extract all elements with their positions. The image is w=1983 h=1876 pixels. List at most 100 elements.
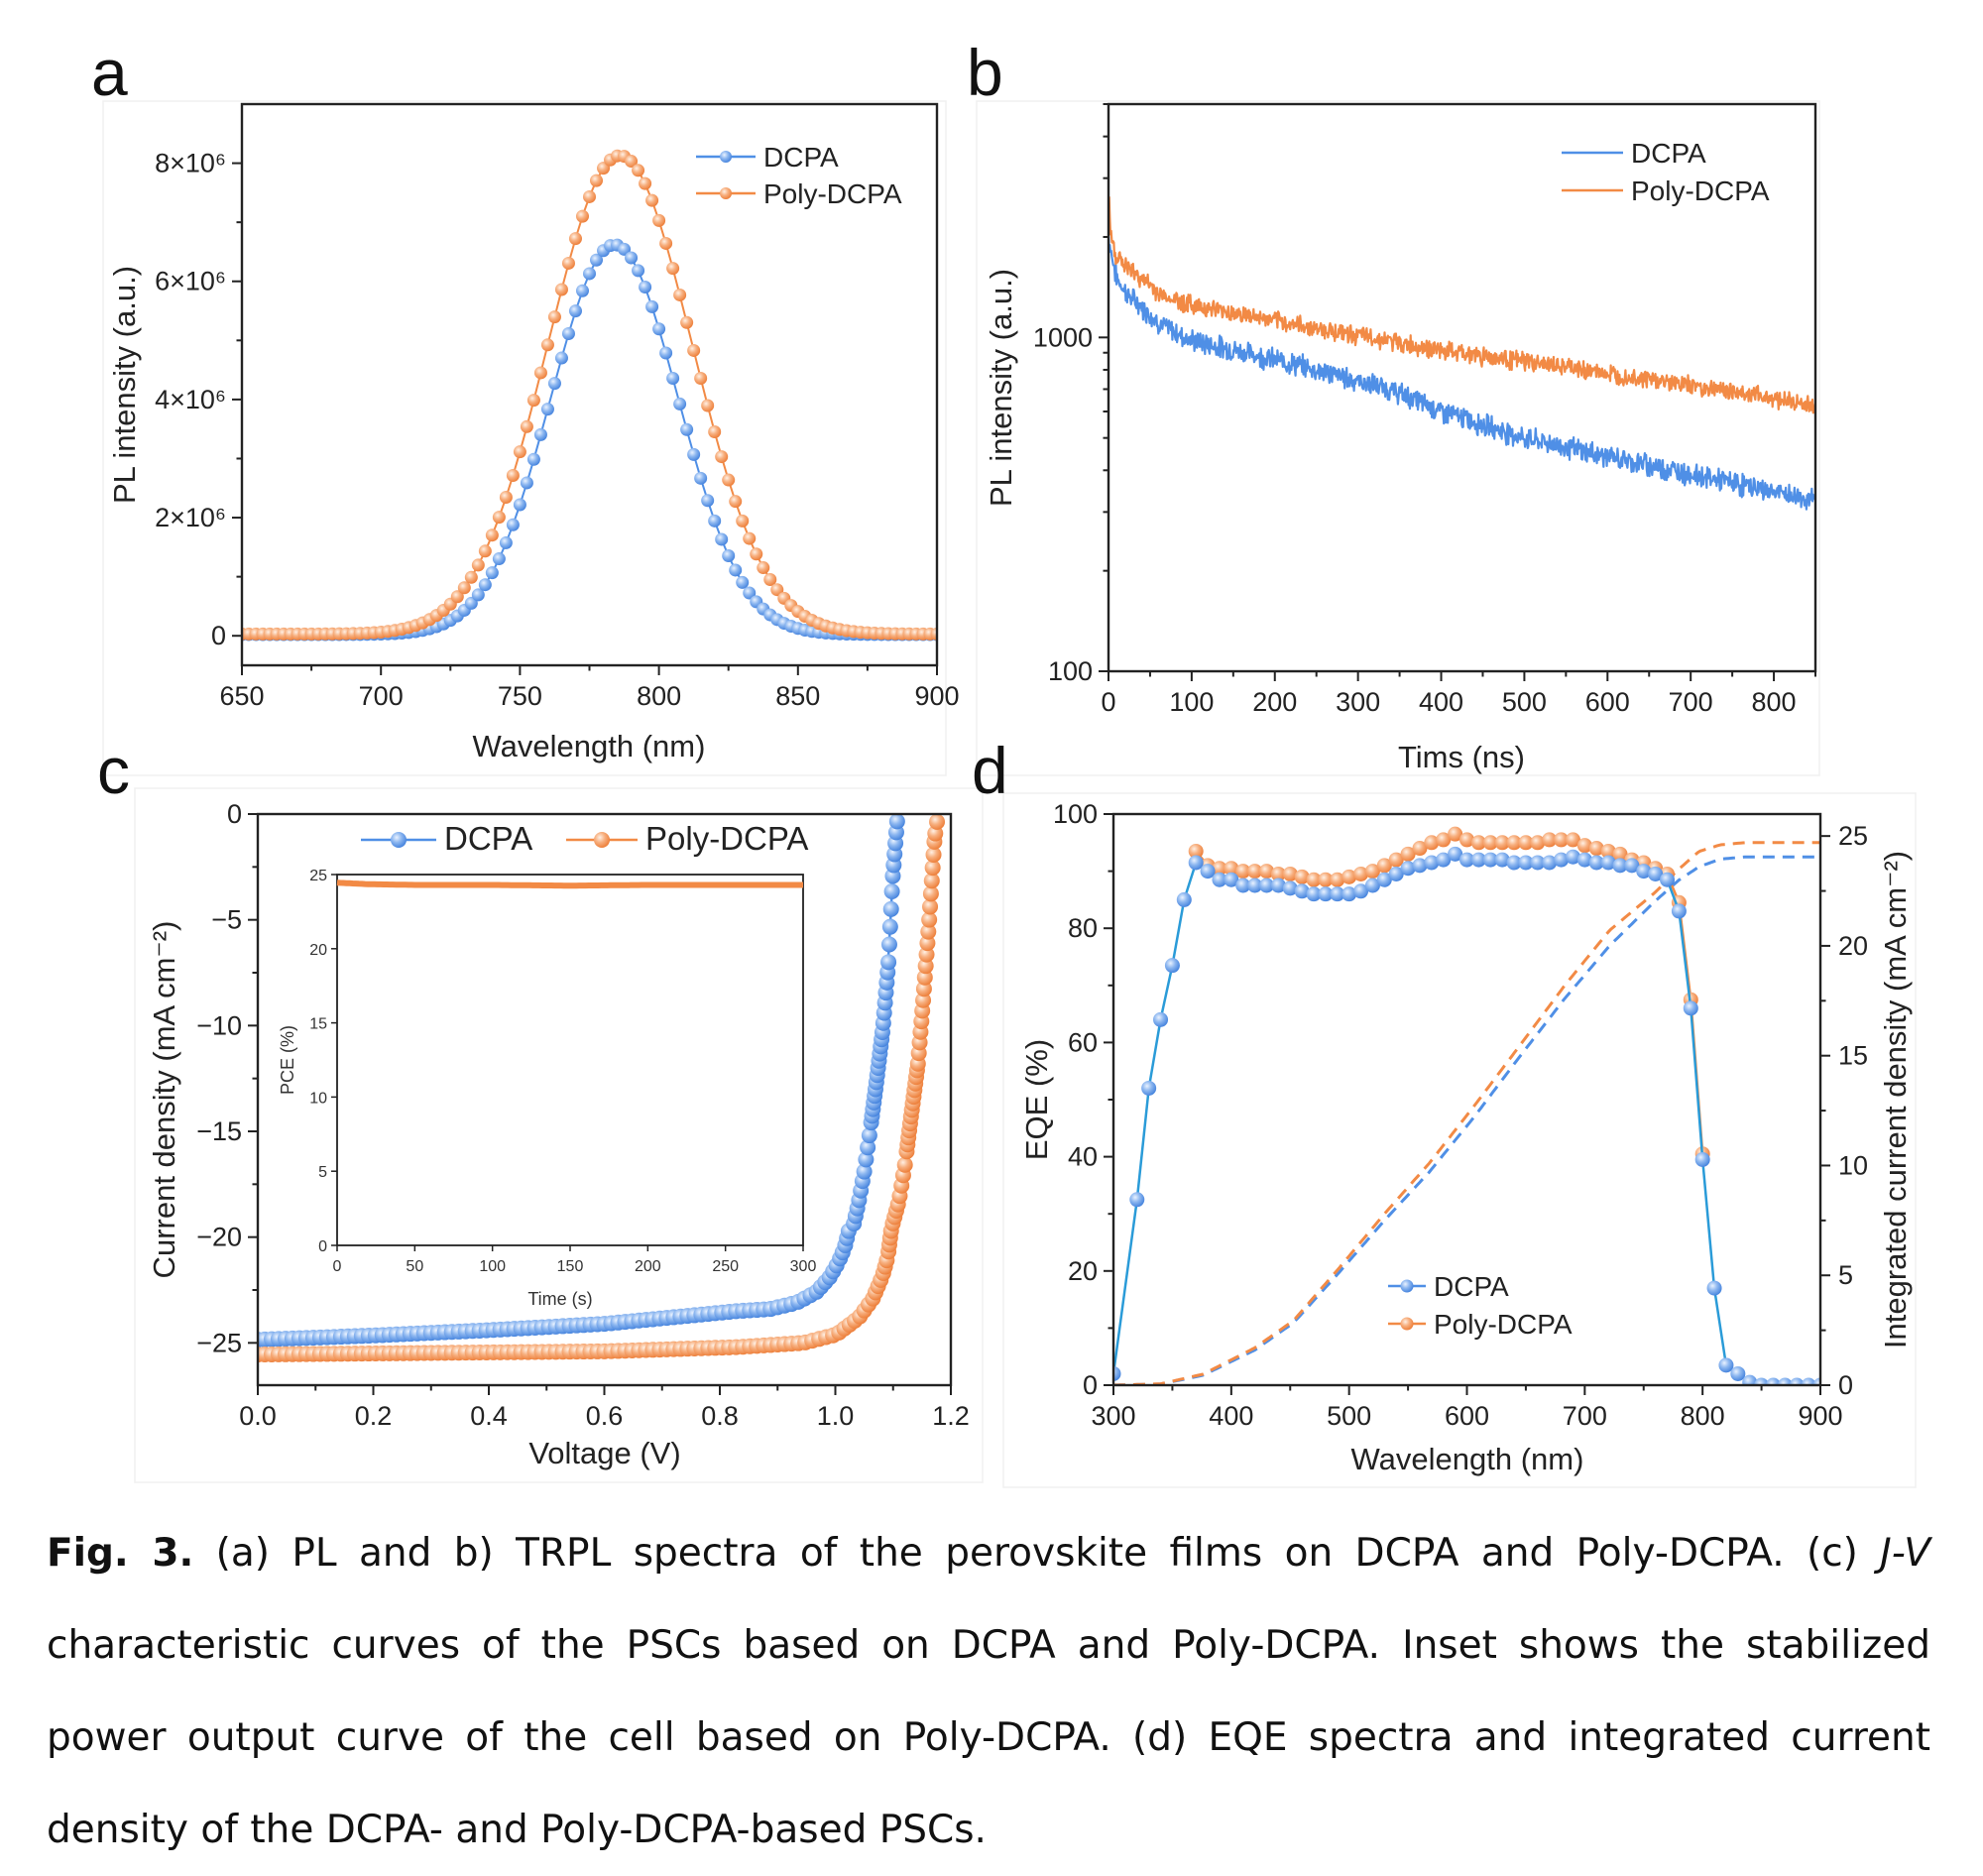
data-point: [1212, 872, 1227, 887]
panel-c-ytick-label: −10: [196, 1010, 242, 1040]
data-point: [1353, 866, 1369, 881]
data-point: [590, 253, 604, 267]
panel-c-xtick-label: 1.0: [817, 1401, 855, 1431]
data-point: [625, 155, 639, 169]
data-point: [1436, 852, 1452, 868]
series-poly-dcpa: [258, 814, 946, 1363]
panel-b-letter: b: [967, 36, 1003, 109]
data-point: [736, 514, 750, 528]
data-point: [1470, 835, 1486, 851]
data-point: [1400, 846, 1416, 862]
data-point: [1777, 1377, 1793, 1385]
data-point: [750, 547, 763, 561]
panel-d-right-ytick-label: 25: [1838, 821, 1868, 851]
panel-a-axes: 650 700 750 800 850 900 0 2×10⁶ 4×10⁶ 6×10⁶ 8×10⁶: [155, 149, 959, 711]
data-point: [1576, 838, 1592, 854]
panel-b-legend: DCPA Poly-DCPA: [1562, 138, 1770, 206]
inset-xtick-label: 100: [479, 1258, 506, 1275]
data-point: [858, 1151, 875, 1168]
inset-ytick-label: 15: [309, 1016, 327, 1033]
data-point: [1318, 886, 1334, 902]
data-point: [919, 935, 936, 952]
series-integrated-dcpa: [1113, 855, 1820, 1385]
panel-d-right-ytick-label: 15: [1838, 1041, 1868, 1071]
data-point: [1424, 835, 1440, 851]
data-point: [1376, 872, 1392, 887]
panel-d-legend: DCPA Poly-DCPA: [1388, 1271, 1573, 1340]
panel-c-xtick-label: 0.0: [239, 1401, 277, 1431]
data-point: [1600, 855, 1616, 871]
data-point: [924, 860, 941, 877]
data-point: [590, 174, 604, 187]
legend-marker-dcpa: [391, 832, 407, 848]
panel-a-ytick-label: 2×10⁶: [155, 503, 226, 532]
data-point: [1506, 835, 1522, 851]
data-point: [666, 371, 680, 385]
data-point: [547, 377, 561, 391]
panel-d-ytick-label: 100: [1053, 799, 1098, 829]
data-point: [583, 189, 596, 203]
legend-marker-poly-dcpa: [1400, 1317, 1414, 1331]
panel-c-plot-area: [258, 814, 946, 1363]
data-point: [471, 588, 485, 602]
panel-c-letter: c: [97, 734, 130, 807]
data-point: [1588, 841, 1604, 857]
panel-b-xtick-label: 400: [1419, 687, 1463, 717]
data-point: [1258, 864, 1274, 879]
inset-frame: [336, 874, 804, 1246]
data-point: [1412, 841, 1428, 857]
data-point: [1660, 872, 1676, 887]
data-point: [1341, 869, 1357, 884]
panel-a-xlabel: Wavelength (nm): [473, 729, 706, 763]
data-point: [1247, 864, 1263, 879]
inset-ytick-label: 5: [318, 1164, 327, 1181]
data-point: [1224, 872, 1239, 887]
panel-a: a 650 700 750 800 850 900 0 2×10⁶ 4×10⁶ 6×10⁶ 8×10…: [91, 36, 960, 776]
data-point: [1164, 958, 1180, 974]
panel-b-xtick-label: 200: [1252, 687, 1297, 717]
data-point: [757, 561, 770, 575]
data-point: [1364, 878, 1380, 893]
data-point: [1247, 878, 1263, 893]
panel-d-right-ytick-label: 0: [1838, 1370, 1853, 1400]
panel-c-xtick-label: 0.8: [701, 1401, 739, 1431]
panel-d-ytick-label: 0: [1083, 1370, 1098, 1400]
data-point: [618, 242, 632, 256]
data-point: [526, 452, 540, 466]
panel-a-letter: a: [91, 36, 128, 109]
caption-text-2: characteristic curves of the PSCs based …: [47, 1623, 1930, 1852]
data-point: [457, 581, 471, 595]
panel-b: b 0 100 200 300 400 500 600 700 800 100 1000 Tims …: [967, 36, 1820, 776]
inset-ytick-label: 20: [309, 942, 327, 959]
data-point: [1306, 872, 1322, 887]
data-point: [880, 954, 897, 971]
data-point: [1436, 832, 1452, 848]
panel-c-ylabel: Current density (mA cm⁻²): [147, 921, 181, 1279]
data-point: [708, 514, 722, 528]
data-point: [1388, 866, 1404, 881]
panel-c-axes: 0.0 0.2 0.4 0.6 0.8 1.0 1.2 0 −5 −10 −15 −20 −25: [196, 799, 970, 1431]
data-point: [770, 583, 784, 597]
panel-b-xtick-label: 800: [1752, 687, 1797, 717]
data-point: [561, 326, 575, 340]
data-point: [1176, 891, 1192, 907]
panel-b-xtick-label: 500: [1502, 687, 1547, 717]
data-point: [1270, 878, 1286, 893]
data-point: [929, 814, 946, 830]
legend-label-dcpa: DCPA: [1631, 138, 1706, 169]
data-point: [513, 498, 526, 512]
data-point: [1612, 846, 1628, 862]
data-point: [1282, 866, 1298, 881]
data-point: [492, 511, 506, 525]
data-point: [921, 911, 938, 928]
data-point: [1294, 883, 1310, 899]
panel-d-right-ytick-label: 10: [1838, 1150, 1868, 1180]
data-point: [1376, 858, 1392, 874]
data-point: [883, 883, 900, 900]
data-point: [722, 548, 736, 562]
series-line-dcpa: [1108, 236, 1815, 511]
data-point: [1542, 855, 1558, 871]
legend-label-dcpa: DCPA: [444, 820, 532, 857]
data-point: [499, 535, 513, 549]
data-point: [1129, 1192, 1145, 1208]
